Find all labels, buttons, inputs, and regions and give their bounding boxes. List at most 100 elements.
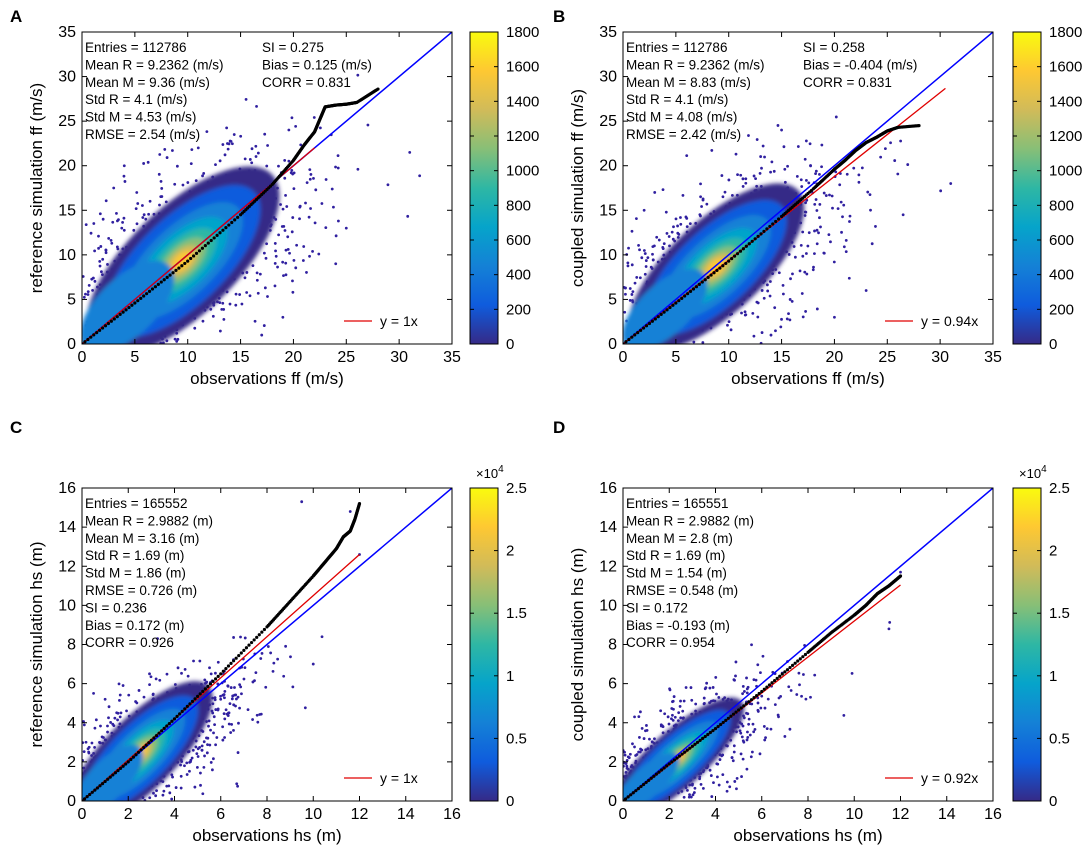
scatter-point bbox=[284, 261, 288, 265]
scatter-point bbox=[805, 272, 809, 276]
y-tick-label: 10 bbox=[58, 597, 76, 614]
quantile-point bbox=[189, 256, 193, 261]
scatter-point bbox=[787, 253, 791, 256]
scatter-point bbox=[167, 784, 171, 788]
quantile-point bbox=[153, 285, 158, 289]
scatter-point bbox=[226, 684, 230, 688]
y-tick-label: 35 bbox=[599, 24, 617, 41]
scatter-point bbox=[152, 791, 155, 795]
scatter-point bbox=[253, 319, 257, 323]
stat-line: Std R = 4.1 (m/s) bbox=[85, 92, 187, 107]
scatter-point bbox=[154, 677, 158, 681]
scatter-point bbox=[262, 324, 266, 327]
scatter-point bbox=[815, 228, 819, 232]
quantile-point bbox=[156, 282, 160, 286]
colorbar-tick-label: 1800 bbox=[506, 24, 539, 41]
scatter-point bbox=[708, 768, 712, 772]
x-tick-label: 10 bbox=[304, 806, 322, 823]
stat-line: Std M = 1.54 (m) bbox=[626, 566, 727, 581]
fit-line bbox=[82, 554, 360, 801]
quantile-point bbox=[726, 716, 730, 720]
quantile-point bbox=[644, 324, 649, 328]
quantile-point bbox=[727, 259, 731, 263]
quantile-point bbox=[219, 672, 223, 676]
scatter-point bbox=[803, 157, 807, 161]
scatter-point bbox=[652, 244, 656, 248]
scatter-point bbox=[235, 782, 239, 786]
scatter-point bbox=[97, 234, 100, 238]
scatter-point bbox=[170, 797, 174, 801]
scatter-point bbox=[304, 201, 307, 205]
scatter-point bbox=[896, 172, 900, 176]
scatter-point bbox=[773, 306, 777, 310]
scatter-point bbox=[302, 245, 306, 248]
y-tick-label: 15 bbox=[599, 202, 617, 219]
scatter-point bbox=[765, 727, 769, 731]
scatter-point bbox=[699, 783, 703, 786]
scatter-point bbox=[148, 672, 151, 676]
scatter-point bbox=[701, 341, 705, 344]
scatter-point bbox=[763, 155, 766, 159]
scatter-point bbox=[781, 284, 785, 287]
scatter-point bbox=[783, 167, 787, 171]
scatter-point bbox=[216, 707, 220, 711]
quantile-point bbox=[762, 687, 766, 691]
axes-frame bbox=[81, 31, 453, 345]
scatter-point bbox=[283, 176, 287, 180]
scatter-point bbox=[186, 674, 190, 678]
scatter-point bbox=[766, 289, 770, 293]
quantile-point bbox=[124, 308, 128, 312]
stat-line: RMSE = 2.42 (m/s) bbox=[626, 127, 741, 142]
scatter-point bbox=[181, 183, 185, 187]
quantile-point bbox=[627, 337, 631, 342]
scatter-point bbox=[864, 289, 868, 292]
scatter-point bbox=[628, 298, 632, 302]
scatter-point bbox=[803, 270, 807, 274]
scatter-point bbox=[336, 166, 340, 170]
scatter-point bbox=[741, 185, 745, 188]
scatter-point bbox=[239, 635, 242, 639]
one-to-one-line bbox=[623, 32, 993, 344]
scatter-point bbox=[103, 697, 107, 701]
scatter-point bbox=[879, 155, 883, 159]
scatter-point bbox=[194, 179, 198, 183]
quantile-point bbox=[711, 728, 715, 733]
scatter-point bbox=[298, 217, 301, 221]
quantile-point bbox=[95, 331, 99, 335]
scatter-point bbox=[91, 288, 94, 292]
scatter-point bbox=[699, 182, 702, 186]
scatter-point bbox=[631, 299, 634, 302]
quantile-point bbox=[147, 741, 151, 745]
quantile-point bbox=[118, 766, 123, 770]
scatter-point bbox=[844, 250, 848, 254]
scatter-point bbox=[243, 636, 247, 640]
x-tick-label: 30 bbox=[390, 349, 408, 366]
scatter-point bbox=[214, 743, 218, 747]
scatter-point bbox=[292, 187, 296, 191]
scatter-point bbox=[818, 216, 821, 220]
scatter-point bbox=[193, 326, 197, 330]
scatter-point bbox=[281, 315, 285, 319]
scatter-point bbox=[795, 693, 799, 696]
scatter-point bbox=[681, 193, 685, 197]
scatter-point bbox=[756, 315, 760, 319]
quantile-point bbox=[765, 227, 769, 231]
quantile-point bbox=[738, 249, 743, 253]
x-tick-label: 5 bbox=[130, 349, 139, 366]
scatter-point bbox=[710, 149, 714, 152]
quantile-point bbox=[149, 738, 153, 742]
scatter-point bbox=[631, 742, 634, 746]
scatter-point bbox=[282, 674, 286, 678]
scatter-point bbox=[203, 754, 206, 758]
scatter-point bbox=[635, 753, 639, 756]
scatter-point bbox=[203, 678, 207, 682]
scatter-point bbox=[661, 188, 665, 192]
scatter-point bbox=[175, 164, 179, 168]
scatter-point bbox=[162, 789, 166, 793]
x-tick-label: 4 bbox=[170, 806, 179, 823]
scatter-point bbox=[216, 660, 220, 664]
quantile-point bbox=[665, 308, 669, 312]
stat-line: Mean R = 2.9882 (m) bbox=[85, 513, 213, 528]
scatter-point bbox=[271, 669, 275, 673]
quantile-point bbox=[772, 678, 777, 683]
